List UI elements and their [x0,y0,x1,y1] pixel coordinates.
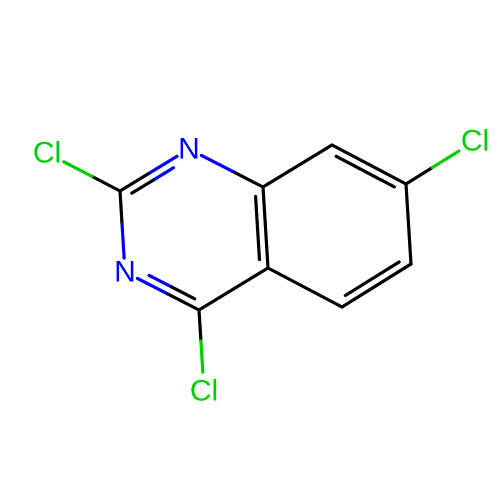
atom-label-cl: Cl [461,125,489,158]
bond [268,268,342,307]
bond [199,268,268,310]
bond [120,191,122,225]
bond [64,162,92,177]
bond [201,155,232,171]
bond [263,145,332,187]
atom-label-cl: Cl [190,375,218,408]
atom-label-n: N [178,133,200,166]
bond [201,341,203,372]
bond [345,262,399,295]
atom-label-n: N [114,256,136,289]
bond [432,151,458,167]
atoms-layer: N N Cl Cl Cl [33,125,489,408]
bond [406,168,432,184]
atom-label-cl: Cl [33,137,61,170]
bond [122,225,124,259]
bond [199,310,201,341]
bond [256,196,260,259]
bond [406,184,411,264]
bond [332,145,406,184]
bond [92,176,120,191]
bond [342,264,411,307]
molecule-diagram: N N Cl Cl Cl [0,0,500,500]
bond [168,294,199,310]
bond [120,174,149,191]
bond [137,278,168,294]
bond [232,171,263,187]
bond [263,187,268,268]
bond [149,156,178,173]
